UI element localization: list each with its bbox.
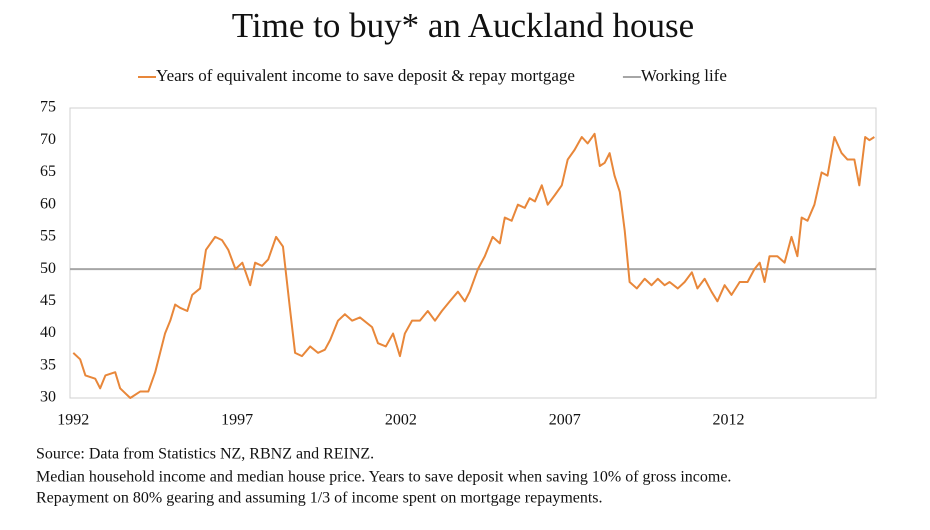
x-tick-label: 1992 [57,412,89,429]
x-tick-label: 1997 [221,412,253,429]
line [72,132,875,399]
y-tick-label: 75 [40,99,56,116]
y-tick-label: 50 [40,260,56,277]
chart-title: Time to buy* an Auckland house [232,6,694,45]
y-tick-label: 55 [40,228,56,245]
legend-label: Years of equivalent income to save depos… [156,66,575,85]
y-tick-label: 30 [40,389,56,406]
y-tick-label: 35 [40,356,56,373]
y-tick-label: 40 [40,324,56,341]
plot-frame [69,107,877,399]
legend-label: Working life [641,66,727,85]
y-tick-label: 45 [40,292,56,309]
note: Source: Data from Statistics NZ, RBNZ an… [36,446,374,463]
note: Median household income and median house… [36,469,731,486]
x-tick-label: 2012 [713,412,745,429]
x-tick-label: 2007 [549,412,581,429]
y-tick-label: 70 [40,131,56,148]
note: Repayment on 80% gearing and assuming 1/… [36,490,603,507]
y-tick-label: 60 [40,195,56,212]
y-tick-label: 65 [40,163,56,180]
x-tick-label: 2002 [385,412,417,429]
